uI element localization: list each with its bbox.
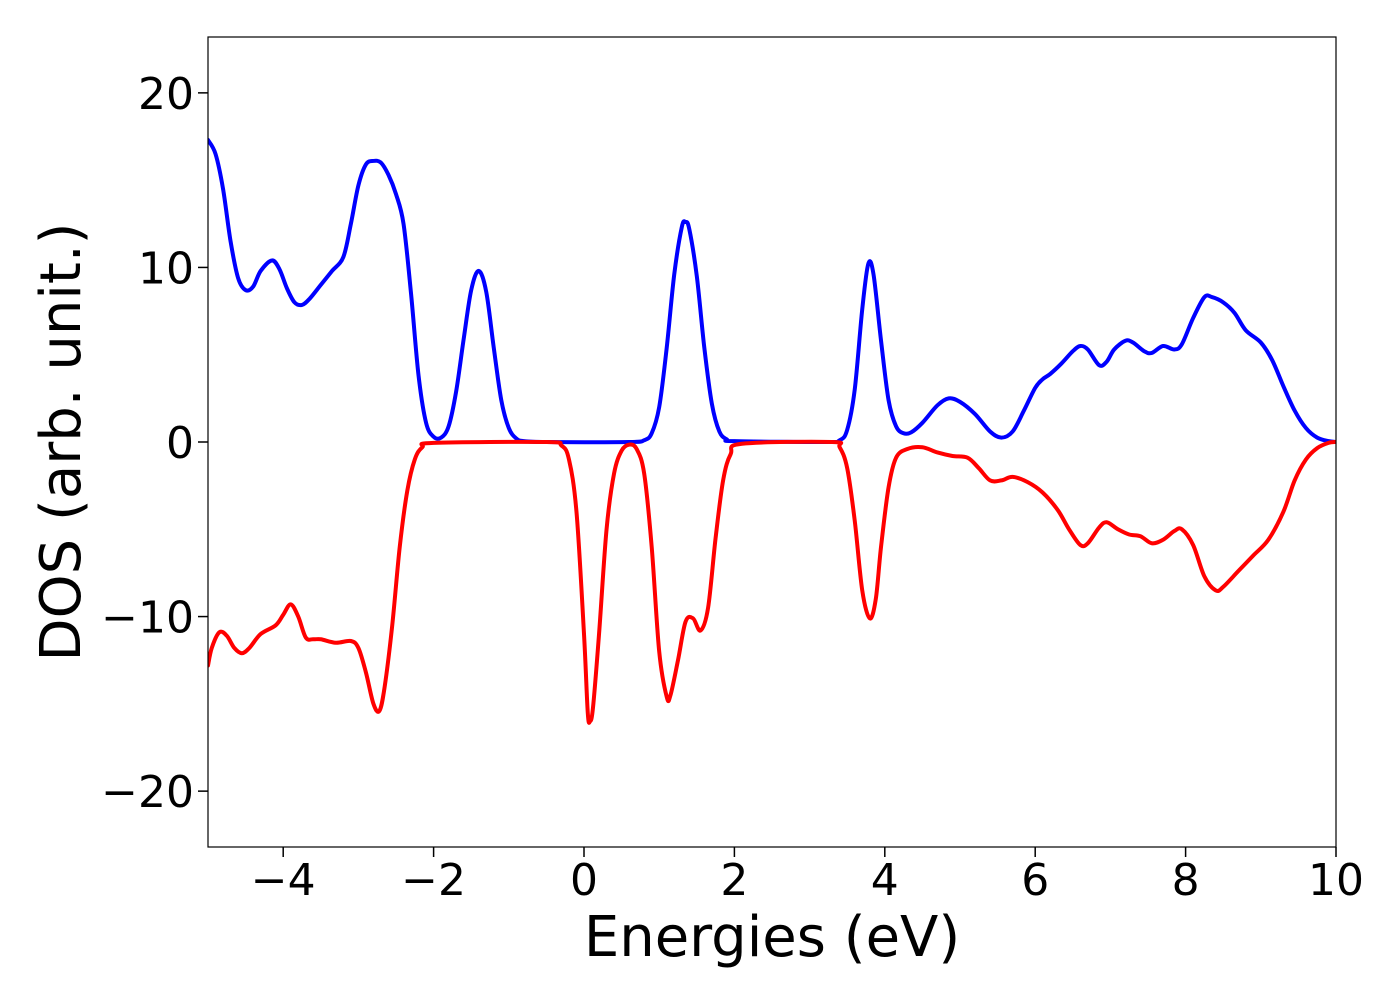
y-tick-label: −20 xyxy=(101,767,194,818)
dos-series-line-2 xyxy=(208,439,1336,725)
y-tick-label: 0 xyxy=(166,418,194,469)
y-tick-label: 10 xyxy=(138,243,194,294)
series-layer xyxy=(208,138,1336,725)
y-tick-label: −10 xyxy=(101,593,194,644)
y-tick-label: 20 xyxy=(138,69,194,120)
x-tick-label: 0 xyxy=(570,855,598,906)
x-tick-label: −4 xyxy=(251,855,316,906)
x-tick-label: 4 xyxy=(871,855,899,906)
x-tick-label: 2 xyxy=(720,855,748,906)
y-axis-label: DOS (arb. unit.) xyxy=(29,222,94,661)
x-tick-label: 10 xyxy=(1308,855,1364,906)
y-axis: −20 −10 0 10 20 xyxy=(101,69,208,818)
x-axis-label: Energies (eV) xyxy=(584,905,960,970)
x-tick-label: 8 xyxy=(1172,855,1200,906)
x-axis: −4 −2 0 2 4 6 8 10 xyxy=(251,847,1364,906)
dos-series-line-1 xyxy=(208,138,1336,445)
x-tick-label: −2 xyxy=(401,855,466,906)
x-tick-label: 6 xyxy=(1021,855,1049,906)
